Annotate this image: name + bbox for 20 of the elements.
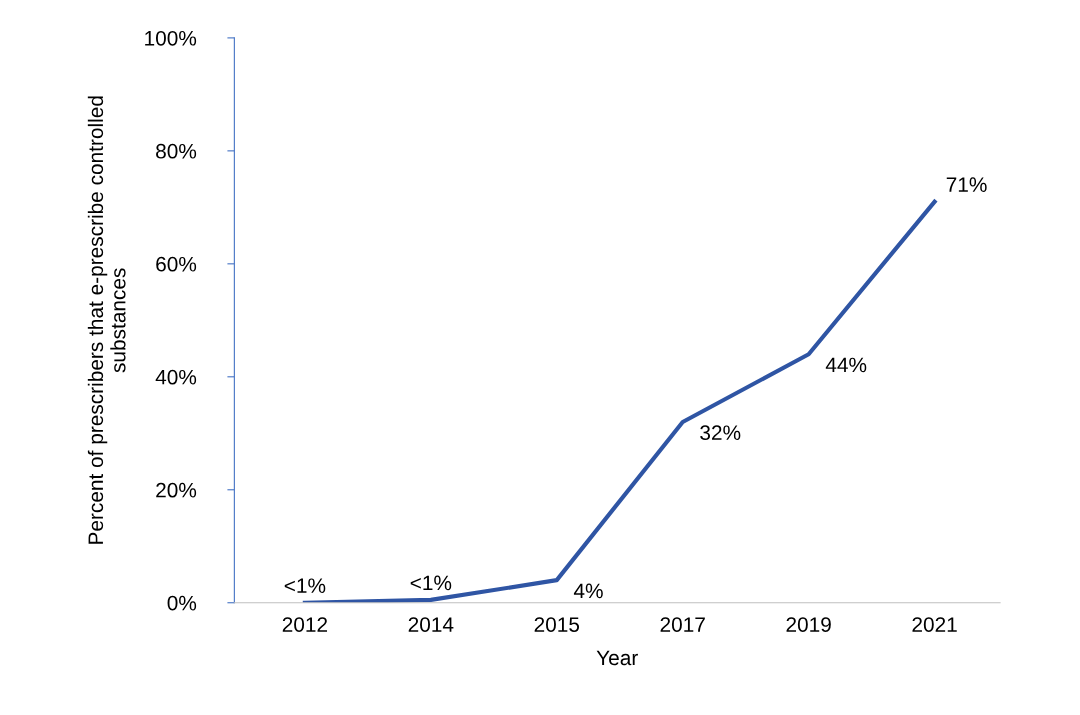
y-tick-label: 20% <box>156 482 197 498</box>
y-tick-label: 0% <box>167 595 197 611</box>
y-tick-label: 60% <box>156 256 197 272</box>
data-label: 32% <box>700 425 741 441</box>
data-label: <1% <box>410 575 452 591</box>
data-label: 44% <box>825 357 867 373</box>
y-axis-title: Percent of prescribers that e-prescribe controlled substances <box>87 96 126 544</box>
x-tick-label: 2012 <box>282 617 328 632</box>
x-tick-label: 2015 <box>534 617 580 632</box>
data-label: 71% <box>946 177 987 192</box>
data-label: <1% <box>284 578 326 593</box>
data-label: 4% <box>573 583 603 599</box>
x-tick-label: 2017 <box>660 617 705 632</box>
x-axis-title: Year <box>596 650 638 666</box>
y-tick-label: 100% <box>145 30 197 46</box>
x-tick-label: 2021 <box>912 617 957 632</box>
y-tick-label: 80% <box>156 143 197 159</box>
y-tick-label: 40% <box>155 369 197 385</box>
x-tick-label: 2014 <box>408 617 454 632</box>
x-tick-label: 2019 <box>786 617 831 632</box>
